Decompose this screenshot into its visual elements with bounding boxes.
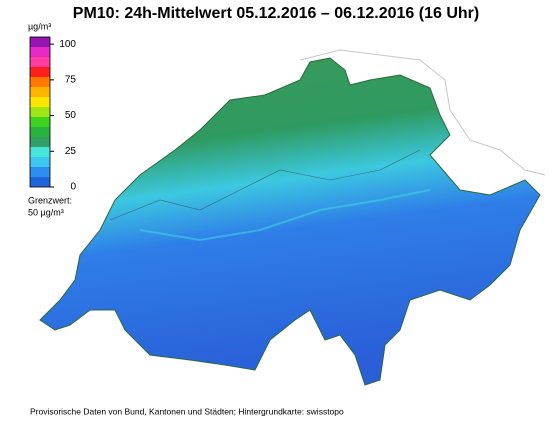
- colorbar-unit: µg/m³: [28, 21, 51, 31]
- limit-note: Grenzwert:: [28, 195, 72, 205]
- colorbar-segment: [30, 47, 50, 57]
- colorbar-segment: [30, 117, 50, 127]
- canton-border: [109, 149, 421, 221]
- colorbar-segment: [30, 167, 50, 177]
- limit-note: 50 µg/m³: [28, 207, 64, 217]
- colorbar-segment: [30, 77, 50, 87]
- colorbar-segment: [30, 107, 50, 117]
- colorbar-segment: [30, 147, 50, 157]
- neighbor-border: [299, 49, 546, 176]
- tick-label: 75: [65, 74, 77, 85]
- colorbar-segment: [30, 87, 50, 97]
- colorbar-segment: [30, 157, 50, 167]
- colorbar-segment: [30, 177, 50, 187]
- colorbar-frame: [29, 36, 51, 188]
- colorbar-segment: [30, 137, 50, 147]
- tick-label: 0: [70, 182, 76, 193]
- relief-detail: [139, 189, 431, 242]
- map: [39, 49, 546, 386]
- tick-label: 25: [65, 146, 77, 157]
- colorbar-segment: [30, 127, 50, 137]
- switzerland: [39, 57, 541, 386]
- title: PM10: 24h-Mittelwert 05.12.2016 – 06.12.…: [73, 5, 479, 22]
- colorbar-segment: [30, 97, 50, 107]
- tick-label: 100: [59, 39, 76, 50]
- tick-label: 50: [65, 110, 77, 121]
- colorbar: 0 25 50 75 100: [29, 36, 77, 193]
- colorbar-segment: [30, 37, 50, 47]
- colorbar-segment: [30, 67, 50, 77]
- footer: Provisorische Daten von Bund, Kantonen u…: [30, 406, 344, 416]
- colorbar-segment: [30, 57, 50, 67]
